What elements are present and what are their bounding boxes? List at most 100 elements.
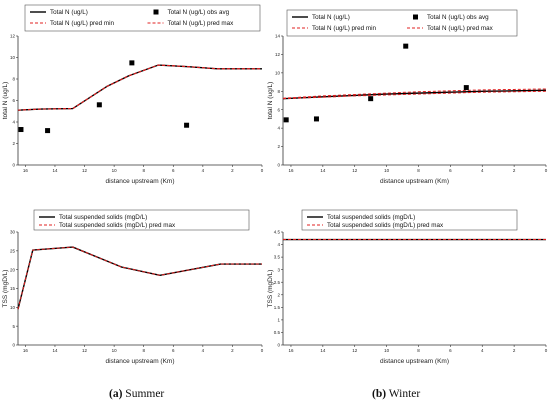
x-tick-label: 12 xyxy=(82,348,88,353)
legend-box xyxy=(24,4,261,32)
series-line-0 xyxy=(17,246,262,310)
y-axis-label: total N (ug/L) xyxy=(267,82,274,120)
series-line-1 xyxy=(282,90,547,100)
x-tick-label: 16 xyxy=(288,348,294,353)
y-tick-label: 2.5 xyxy=(274,280,281,285)
x-tick-label: 10 xyxy=(112,168,118,173)
y-tick-label: 6 xyxy=(277,107,280,112)
y-tick-label: 4 xyxy=(277,126,280,131)
y-axis-label: total N (ug/L) xyxy=(2,82,9,120)
series-line-2 xyxy=(17,64,262,111)
y-tick-label: 0 xyxy=(12,343,15,348)
x-tick-label: 8 xyxy=(417,348,420,353)
legend: Total N (ug/L) Total N (ug/L) obs avg Tota… xyxy=(286,9,518,37)
chart-winter-tss: 16 14 12 10 8 6 4 2 0 0 0.5 1 1.5 2 2.5 3 3.5 4 4.5 distanc… xyxy=(267,209,548,365)
x-tick-label: 6 xyxy=(449,348,452,353)
x-axis-label: distance upstream (Km) xyxy=(106,358,175,365)
y-tick-label: 5 xyxy=(12,324,15,329)
x-tick-label: 16 xyxy=(23,348,29,353)
x-tick-label: 14 xyxy=(320,168,326,173)
y-tick-label: 0.5 xyxy=(274,330,281,335)
x-tick-label: 14 xyxy=(320,348,326,353)
legend-box xyxy=(33,209,250,231)
y-tick-label: 15 xyxy=(10,286,16,291)
legend-label: Total N (ug/L) pred min xyxy=(50,20,115,27)
y-axis-label: TSS (mgD/L) xyxy=(267,270,274,308)
y-tick-label: 12 xyxy=(275,52,281,57)
x-tick-label: 16 xyxy=(288,168,294,173)
legend-label: Total suspended solids (mgD/L) pred max xyxy=(59,222,176,229)
y-tick-label: 3.5 xyxy=(274,255,281,260)
x-tick-label: 10 xyxy=(384,348,390,353)
y-axis-label: TSS (mgD/L) xyxy=(2,270,9,308)
y-tick-label: 10 xyxy=(10,305,16,310)
x-tick-label: 0 xyxy=(261,348,264,353)
x-tick-label: 6 xyxy=(172,348,175,353)
y-tick-label: 4 xyxy=(12,120,15,125)
caption-winter-letter: (b) xyxy=(372,388,387,400)
caption-summer-text: Summer xyxy=(122,388,165,400)
legend-label: Total N (ug/L) pred max xyxy=(168,20,235,27)
obs-marker xyxy=(45,128,51,134)
caption-winter: (b) Winter xyxy=(372,388,420,400)
y-tick-label: 0 xyxy=(277,163,280,168)
legend: Total N (ug/L) Total N (ug/L) obs avg Tota… xyxy=(24,4,261,32)
x-tick-label: 16 xyxy=(23,168,29,173)
y-tick-label: 2 xyxy=(277,292,280,297)
legend-label: Total suspended solids (mgD/L) xyxy=(59,214,147,221)
x-tick-label: 10 xyxy=(112,348,118,353)
x-tick-label: 4 xyxy=(202,168,205,173)
y-tick-label: 1 xyxy=(277,317,280,322)
obs-marker xyxy=(368,96,374,102)
y-tick-label: 0 xyxy=(12,163,15,168)
x-tick-label: 2 xyxy=(231,168,234,173)
x-tick-label: 8 xyxy=(142,168,145,173)
x-axis-label: distance upstream (Km) xyxy=(106,178,175,185)
y-tick-label: 4 xyxy=(277,242,280,247)
caption-summer-letter: (a) xyxy=(109,388,123,400)
legend-label: Total suspended solids (mgD/L) xyxy=(327,214,415,221)
obs-marker xyxy=(463,85,469,91)
y-tick-label: 6 xyxy=(12,98,15,103)
y-tick-label: 2 xyxy=(277,144,280,149)
x-tick-label: 6 xyxy=(449,168,452,173)
legend-marker xyxy=(153,9,159,15)
y-tick-label: 12 xyxy=(10,34,16,39)
y-tick-label: 8 xyxy=(277,89,280,94)
obs-marker xyxy=(129,60,135,66)
x-tick-label: 2 xyxy=(231,348,234,353)
y-tick-label: 3 xyxy=(277,267,280,272)
legend-label: Total N (ug/L) pred min xyxy=(312,25,377,32)
caption-winter-text: Winter xyxy=(386,388,421,400)
legend: Total suspended solids (mgD/L)Total susp… xyxy=(301,209,518,231)
x-tick-label: 0 xyxy=(545,348,548,353)
series-line-2 xyxy=(282,88,547,99)
x-tick-label: 2 xyxy=(513,168,516,173)
x-tick-label: 8 xyxy=(142,348,145,353)
x-tick-label: 2 xyxy=(513,348,516,353)
y-tick-label: 30 xyxy=(10,230,16,235)
y-tick-label: 10 xyxy=(275,70,281,75)
y-tick-label: 14 xyxy=(275,34,281,39)
x-tick-label: 6 xyxy=(172,168,175,173)
legend-label: Total N (ug/L) pred max xyxy=(427,25,494,32)
x-tick-label: 10 xyxy=(384,168,390,173)
x-tick-label: 12 xyxy=(82,168,88,173)
x-tick-label: 0 xyxy=(545,168,548,173)
obs-marker xyxy=(18,127,24,133)
obs-marker xyxy=(313,116,319,122)
legend-marker xyxy=(413,14,418,20)
y-tick-label: 1.5 xyxy=(274,305,281,310)
x-tick-label: 14 xyxy=(52,168,58,173)
legend-label: Total N (ug/L) xyxy=(312,14,350,21)
y-tick-label: 0 xyxy=(277,343,280,348)
x-tick-label: 0 xyxy=(261,168,264,173)
y-tick-label: 20 xyxy=(10,267,16,272)
obs-marker xyxy=(283,117,289,123)
legend: Total suspended solids (mgD/L)Total susp… xyxy=(33,209,250,231)
caption-summer: (a) Summer xyxy=(109,388,164,400)
x-axis-label: distance upstream (Km) xyxy=(380,178,449,185)
x-axis-label: distance upstream (Km) xyxy=(380,358,449,365)
